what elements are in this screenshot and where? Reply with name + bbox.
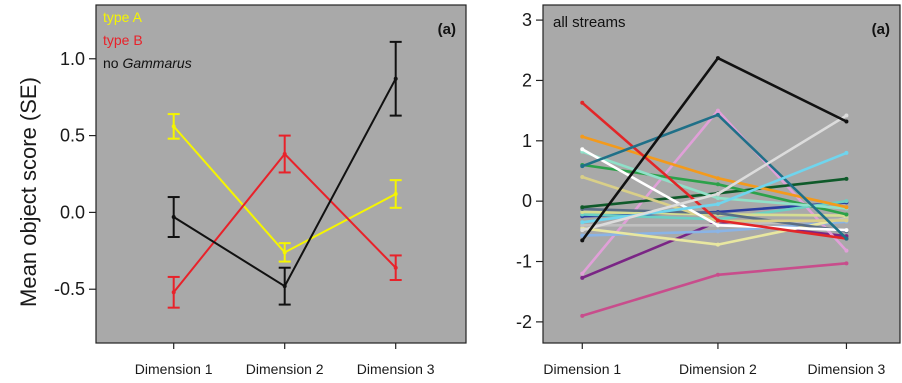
data-point xyxy=(580,220,585,225)
data-point xyxy=(580,271,585,276)
data-point xyxy=(844,205,849,210)
data-point xyxy=(715,211,720,216)
y-tick-label: 0.5 xyxy=(60,126,85,146)
data-point xyxy=(844,236,849,241)
panel-label: (a) xyxy=(872,21,890,38)
data-point xyxy=(715,223,720,228)
data-point xyxy=(580,100,585,105)
data-point xyxy=(844,218,849,223)
data-point xyxy=(171,215,176,220)
y-tick-label: 1 xyxy=(522,131,532,151)
plot-area xyxy=(542,4,901,344)
data-point xyxy=(715,108,720,113)
data-point xyxy=(715,182,720,187)
x-tick-label: Dimension 2 xyxy=(246,361,324,377)
x-tick-label: Dimension 3 xyxy=(357,361,435,377)
data-point xyxy=(715,112,720,117)
y-tick-label: -2 xyxy=(516,312,532,332)
data-point xyxy=(282,152,287,157)
data-point xyxy=(844,212,849,217)
panel-annotation: all streams xyxy=(553,14,626,31)
data-point xyxy=(393,191,398,196)
y-tick-label: 0.0 xyxy=(60,202,85,222)
y-tick-label: 0 xyxy=(522,191,532,211)
y-axis-label: Mean object score (SE) xyxy=(16,77,41,307)
data-point xyxy=(715,56,720,61)
data-point xyxy=(844,199,849,204)
legend-entry-text: type B xyxy=(103,32,143,48)
data-point xyxy=(580,313,585,318)
data-point xyxy=(715,191,720,196)
legend-entry: type A xyxy=(103,9,143,25)
y-tick-label: -1 xyxy=(516,252,532,272)
data-point xyxy=(844,248,849,253)
x-tick-label: Dimension 1 xyxy=(135,361,213,377)
chart-panel-2: 3 2 1 0 -1 -2 Dimension 1 Dimension 2 Dimension … xyxy=(516,4,901,377)
data-point xyxy=(715,196,720,201)
panel-label: (a) xyxy=(438,21,456,38)
data-point xyxy=(580,223,585,228)
data-point xyxy=(715,242,720,247)
x-tick-label: Dimension 3 xyxy=(808,361,886,377)
data-point xyxy=(171,290,176,295)
data-point xyxy=(171,124,176,129)
data-point xyxy=(580,147,585,152)
data-point xyxy=(844,150,849,155)
data-point xyxy=(580,210,585,215)
data-point xyxy=(715,272,720,277)
y-tick-label: 1.0 xyxy=(60,49,85,69)
data-point xyxy=(393,76,398,81)
legend-entry-text: no xyxy=(103,55,122,71)
data-point xyxy=(580,233,585,238)
data-point xyxy=(580,205,585,210)
plot-area xyxy=(95,4,467,344)
chart-panel-1: 1.0 0.5 0.0 -0.5 Dimension 1 Dimension 2 Dimen… xyxy=(54,4,467,377)
data-point xyxy=(580,238,585,243)
y-tick-label: 2 xyxy=(522,70,532,90)
data-point xyxy=(715,202,720,207)
x-tick-label: Dimension 1 xyxy=(543,361,621,377)
data-point xyxy=(715,176,720,181)
legend-entry-text: type A xyxy=(103,9,143,25)
data-point xyxy=(580,228,585,233)
data-point xyxy=(580,164,585,169)
legend-entry-italic: Gammarus xyxy=(122,55,191,71)
data-point xyxy=(715,229,720,234)
data-point xyxy=(580,134,585,139)
data-point xyxy=(282,250,287,255)
y-tick-label: -0.5 xyxy=(54,279,85,299)
legend-entry: type B xyxy=(103,32,143,48)
y-tick-label: 3 xyxy=(522,10,532,30)
data-point xyxy=(282,284,287,289)
data-point xyxy=(844,228,849,233)
data-point xyxy=(844,113,849,118)
data-point xyxy=(580,275,585,280)
data-point xyxy=(844,261,849,266)
data-point xyxy=(393,265,398,270)
data-point xyxy=(580,175,585,180)
data-point xyxy=(715,218,720,223)
legend-entry: no Gammarus xyxy=(103,55,192,71)
data-point xyxy=(844,176,849,181)
x-tick-label: Dimension 2 xyxy=(679,361,757,377)
data-point xyxy=(844,119,849,124)
